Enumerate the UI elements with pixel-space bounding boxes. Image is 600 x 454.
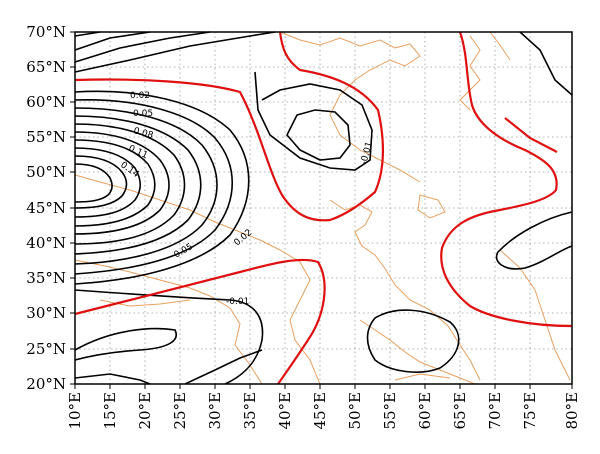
y-tick-label: 50°N	[26, 163, 66, 181]
contour-label: 0.11	[127, 144, 149, 162]
y-tick-label: 30°N	[26, 304, 66, 322]
y-tick-label: 40°N	[26, 234, 66, 252]
x-tick-label: 60°E	[416, 392, 434, 430]
x-tick-label: 20°E	[136, 392, 154, 430]
y-tick-label: 20°N	[26, 375, 66, 393]
y-tick-label: 70°N	[26, 23, 66, 41]
x-tick-label: 70°E	[486, 392, 504, 430]
y-tick-label: 35°N	[26, 269, 66, 287]
y-tick-label: 60°N	[26, 93, 66, 111]
contour-lines	[74, 31, 573, 385]
zero-contours	[74, 31, 573, 385]
x-tick-label: 35°E	[241, 392, 259, 430]
y-tick-label: 45°N	[26, 199, 66, 217]
latitude-labels: 70°N 65°N 60°N 55°N 50°N 45°N 40°N 35°N …	[26, 23, 66, 393]
x-tick-label: 80°E	[563, 392, 581, 430]
contour-label: -0.01	[226, 297, 249, 307]
x-tick-label: 15°E	[101, 392, 119, 430]
x-tick-label: 75°E	[521, 392, 539, 430]
contour-label: -0.01	[359, 141, 375, 166]
x-tick-label: 65°E	[451, 392, 469, 430]
contour-label: 0.05	[133, 109, 153, 119]
x-tick-label: 10°E	[66, 392, 84, 430]
contour-label: 0.02	[130, 91, 150, 101]
graticule-grid	[75, 32, 572, 384]
longitude-labels: 10°E 15°E 20°E 25°E 30°E 35°E 40°E 45°E …	[66, 392, 581, 430]
y-tick-label: 65°N	[26, 58, 66, 76]
x-tick-label: 30°E	[206, 392, 224, 430]
y-tick-label: 55°N	[26, 128, 66, 146]
x-tick-label: 25°E	[171, 392, 189, 430]
tick-marks	[70, 31, 573, 389]
contour-label: 0.05	[173, 242, 195, 261]
x-tick-label: 50°E	[346, 392, 364, 430]
y-tick-label: 25°N	[26, 340, 66, 358]
contour-label: 0.14	[118, 160, 140, 180]
x-tick-label: 40°E	[276, 392, 294, 430]
x-tick-label: 55°E	[381, 392, 399, 430]
x-tick-label: 45°E	[311, 392, 329, 430]
coastlines	[74, 31, 571, 385]
